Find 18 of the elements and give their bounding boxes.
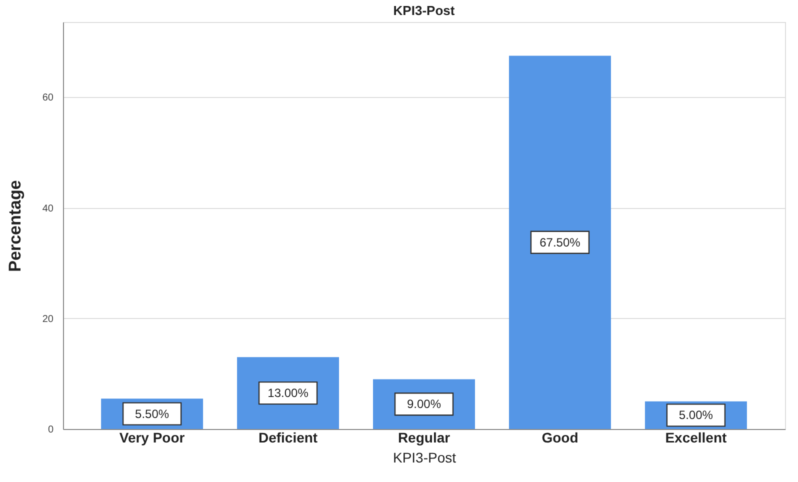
data-label: 9.00% (406, 397, 442, 412)
y-tick-label: 40 (42, 203, 54, 214)
x-tick-label: Regular (398, 430, 451, 446)
x-tick-label: Very Poor (119, 430, 186, 446)
y-tick-label: 20 (42, 314, 54, 325)
data-label: 5.00% (678, 408, 714, 422)
data-label: 67.50% (540, 235, 581, 250)
data-label: 13.00% (268, 386, 309, 400)
x-tick-label: Deficient (258, 430, 318, 446)
x-axis-title: KPI3-Post (392, 450, 456, 466)
chart-title: KPI3-Post (393, 3, 456, 18)
y-tick-label: 0 (48, 424, 54, 436)
y-tick-label: 60 (42, 92, 54, 104)
data-label: 5.50% (135, 406, 170, 421)
x-tick-label: Excellent (665, 430, 728, 446)
y-axis-title: Percentage (5, 180, 24, 272)
bar (508, 56, 611, 429)
x-tick-label: Good (542, 430, 578, 446)
